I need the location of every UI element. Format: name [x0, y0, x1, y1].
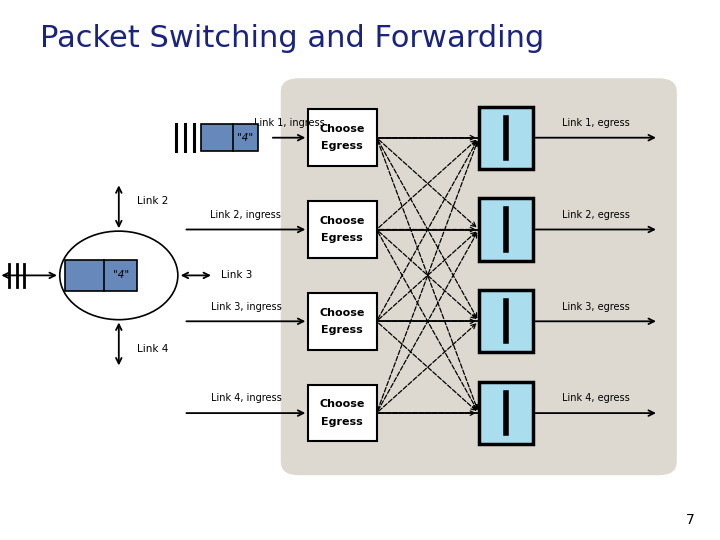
- FancyBboxPatch shape: [104, 260, 137, 291]
- Text: "4": "4": [112, 271, 129, 280]
- Text: "4": "4": [238, 133, 253, 143]
- FancyBboxPatch shape: [281, 78, 677, 475]
- Text: Link 4, egress: Link 4, egress: [562, 393, 630, 403]
- Text: Packet Switching and Forwarding: Packet Switching and Forwarding: [40, 24, 544, 53]
- Text: Egress: Egress: [322, 417, 363, 427]
- Text: Choose: Choose: [320, 216, 365, 226]
- Text: Link 3, ingress: Link 3, ingress: [210, 301, 282, 312]
- FancyBboxPatch shape: [479, 382, 533, 444]
- FancyBboxPatch shape: [308, 201, 377, 258]
- FancyBboxPatch shape: [233, 124, 258, 151]
- FancyBboxPatch shape: [65, 260, 104, 291]
- Text: Link 1, ingress: Link 1, ingress: [253, 118, 325, 128]
- Text: Choose: Choose: [320, 400, 365, 409]
- FancyBboxPatch shape: [479, 106, 533, 168]
- Text: Link 1, egress: Link 1, egress: [562, 118, 630, 128]
- Text: 7: 7: [686, 512, 695, 526]
- FancyBboxPatch shape: [308, 384, 377, 442]
- Text: Egress: Egress: [322, 233, 363, 243]
- Text: Egress: Egress: [322, 141, 363, 151]
- Text: Choose: Choose: [320, 308, 365, 318]
- Text: Link 3, egress: Link 3, egress: [562, 301, 630, 312]
- FancyBboxPatch shape: [308, 293, 377, 350]
- FancyBboxPatch shape: [479, 199, 533, 261]
- Text: Link 2, egress: Link 2, egress: [562, 210, 630, 220]
- Text: Link 4, ingress: Link 4, ingress: [210, 393, 282, 403]
- Circle shape: [60, 231, 178, 320]
- FancyBboxPatch shape: [479, 291, 533, 352]
- Text: Link 2, ingress: Link 2, ingress: [210, 210, 282, 220]
- Text: Link 4: Link 4: [137, 345, 168, 354]
- Text: Choose: Choose: [320, 124, 365, 134]
- FancyBboxPatch shape: [308, 109, 377, 166]
- Text: Link 3: Link 3: [221, 271, 253, 280]
- FancyBboxPatch shape: [201, 124, 233, 151]
- Text: Egress: Egress: [322, 325, 363, 335]
- Text: Link 2: Link 2: [137, 197, 168, 206]
